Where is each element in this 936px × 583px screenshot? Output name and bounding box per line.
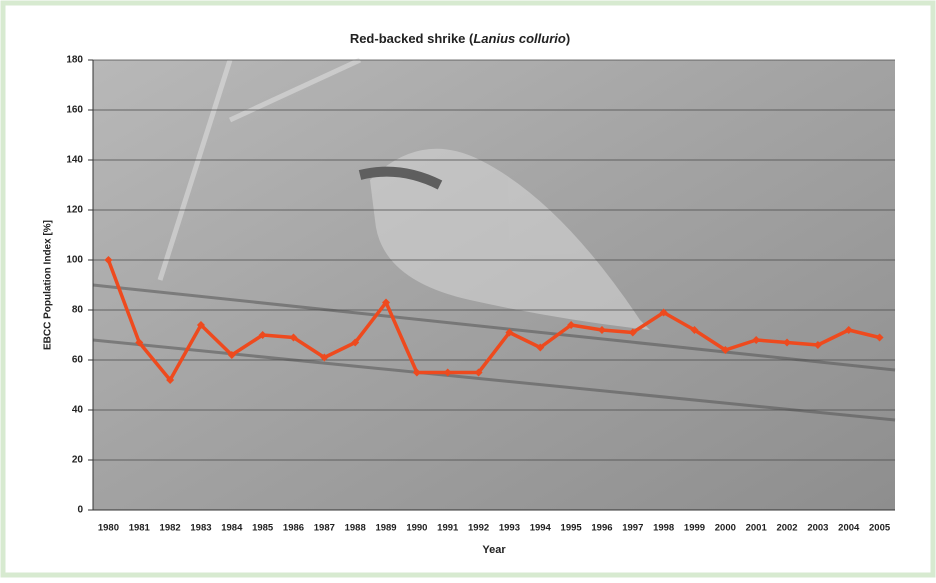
y-tick-label: 20 [72, 455, 84, 466]
x-tick-label: 2000 [715, 523, 736, 534]
x-tick-label: 1984 [221, 523, 243, 534]
x-tick-label: 1981 [129, 523, 151, 534]
x-tick-label: 2001 [746, 523, 768, 534]
x-tick-label: 1995 [561, 523, 583, 534]
x-tick-label: 1999 [684, 523, 705, 534]
x-tick-label: 1980 [98, 523, 119, 534]
x-tick-label: 1988 [345, 523, 366, 534]
x-tick-label: 1986 [283, 523, 304, 534]
x-tick-label: 1987 [314, 523, 335, 534]
y-tick-label: 60 [72, 355, 84, 366]
x-tick-label: 1992 [468, 523, 489, 534]
x-tick-label: 1997 [622, 523, 643, 534]
x-tick-label: 1991 [437, 523, 459, 534]
x-tick-label: 1993 [499, 523, 520, 534]
x-tick-label: 1983 [190, 523, 211, 534]
x-tick-label: 1990 [406, 523, 427, 534]
y-tick-label: 0 [77, 505, 83, 516]
x-tick-label: 1998 [653, 523, 674, 534]
y-tick-label: 80 [72, 305, 84, 316]
title-species: Lanius collurio [473, 31, 566, 46]
y-tick-label: 180 [66, 55, 83, 66]
x-tick-label: 1996 [591, 523, 612, 534]
y-tick-label: 120 [66, 205, 83, 216]
x-tick-label: 2002 [776, 523, 797, 534]
x-tick-label: 2005 [869, 523, 891, 534]
y-tick-label: 100 [66, 255, 83, 266]
x-tick-label: 2003 [807, 523, 828, 534]
x-tick-label: 2004 [838, 523, 860, 534]
x-tick-label: 1985 [252, 523, 274, 534]
y-tick-label: 40 [72, 405, 84, 416]
y-tick-label: 140 [66, 155, 83, 166]
title-text: ) [566, 31, 570, 46]
x-tick-label: 1994 [530, 523, 552, 534]
x-tick-label: 1982 [160, 523, 181, 534]
y-axis-label: EBCC Population Index [%] [43, 220, 54, 350]
y-tick-label: 160 [66, 105, 83, 116]
chart-title: Red-backed shrike (Lanius collurio) [350, 31, 570, 46]
x-tick-label: 1989 [375, 523, 396, 534]
title-text: Red-backed shrike ( [350, 31, 474, 46]
chart: Red-backed shrike (Lanius collurio) Year… [0, 0, 936, 578]
x-axis-label: Year [482, 544, 506, 556]
